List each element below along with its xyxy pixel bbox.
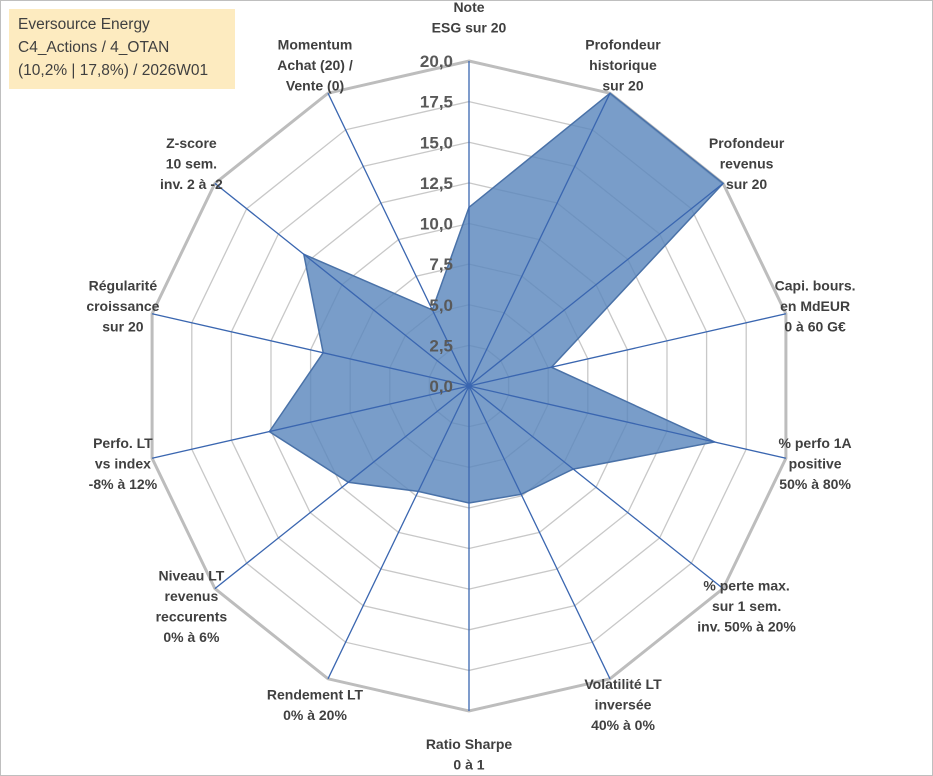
category-label-2: Profondeur revenus sur 20 — [709, 135, 785, 192]
category-label-10: Perfo. LT vs index -8% à 12% — [89, 435, 158, 492]
axis-spoke-5 — [468, 385, 724, 590]
title-performance: (10,2% | 17,8%) / 2026W01 — [18, 62, 209, 79]
axis-spoke-10 — [151, 385, 470, 459]
axis-spoke-11 — [151, 313, 470, 387]
axis-layer — [151, 61, 787, 711]
tick-label: 7,5 — [429, 255, 453, 274]
category-label-1: Profondeur historique sur 20 — [585, 36, 661, 93]
category-label-4: % perfo 1A positive 50% à 80% — [779, 435, 852, 492]
axis-spoke-9 — [214, 385, 470, 590]
tick-label: 10,0 — [420, 215, 453, 234]
axis-spoke-4 — [468, 385, 787, 459]
category-label-7: Ratio Sharpe 0 à 1 — [426, 736, 513, 773]
tick-label: 12,5 — [420, 174, 453, 193]
tick-label: 20,0 — [420, 52, 453, 71]
category-label-8: Rendement LT 0% à 20% — [267, 686, 364, 723]
axis-spoke-8 — [327, 385, 470, 680]
category-label-11: Régularité croissance sur 20 — [86, 277, 159, 334]
category-label-layer: Note ESG sur 20 Profondeur historique sur 20… — [86, 1, 855, 773]
category-label-0: Note ESG sur 20 — [432, 1, 507, 36]
axis-spoke-12 — [214, 182, 470, 387]
category-label-9: Niveau LT revenus reccurents 0% à 6% — [156, 567, 228, 645]
category-label-6: Volatilité LT inversée 40% à 0% — [584, 676, 662, 733]
axis-spoke-2 — [468, 182, 724, 387]
category-label-5: % perte max. sur 1 sem. inv. 50% à 20% — [697, 578, 796, 635]
tick-label: 2,5 — [429, 336, 453, 355]
tick-label: 5,0 — [429, 296, 453, 315]
category-label-13: Momentum Achat (20) / Vente (0) — [277, 36, 353, 93]
axis-spoke-13 — [327, 92, 470, 387]
category-label-12: Z-score 10 sem. inv. 2 à -2 — [160, 135, 223, 192]
title-portfolio: C4_Actions / 4_OTAN — [18, 39, 170, 56]
axis-spoke-6 — [468, 385, 611, 680]
tick-label: 0,0 — [429, 377, 453, 396]
category-label-3: Capi. bours. en MdEUR 0 à 60 G€ — [775, 277, 856, 334]
chart-title-box: Eversource Energy C4_Actions / 4_OTAN (1… — [9, 9, 235, 89]
tick-label-layer: 0,0 2,5 5,0 7,5 10,0 12,5 15,0 17,5 20,0 — [420, 52, 453, 396]
axis-spoke-3 — [468, 313, 787, 387]
tick-label: 17,5 — [420, 93, 453, 112]
axis-spoke-1 — [468, 92, 611, 387]
title-company: Eversource Energy — [18, 16, 150, 33]
tick-label: 15,0 — [420, 133, 453, 152]
